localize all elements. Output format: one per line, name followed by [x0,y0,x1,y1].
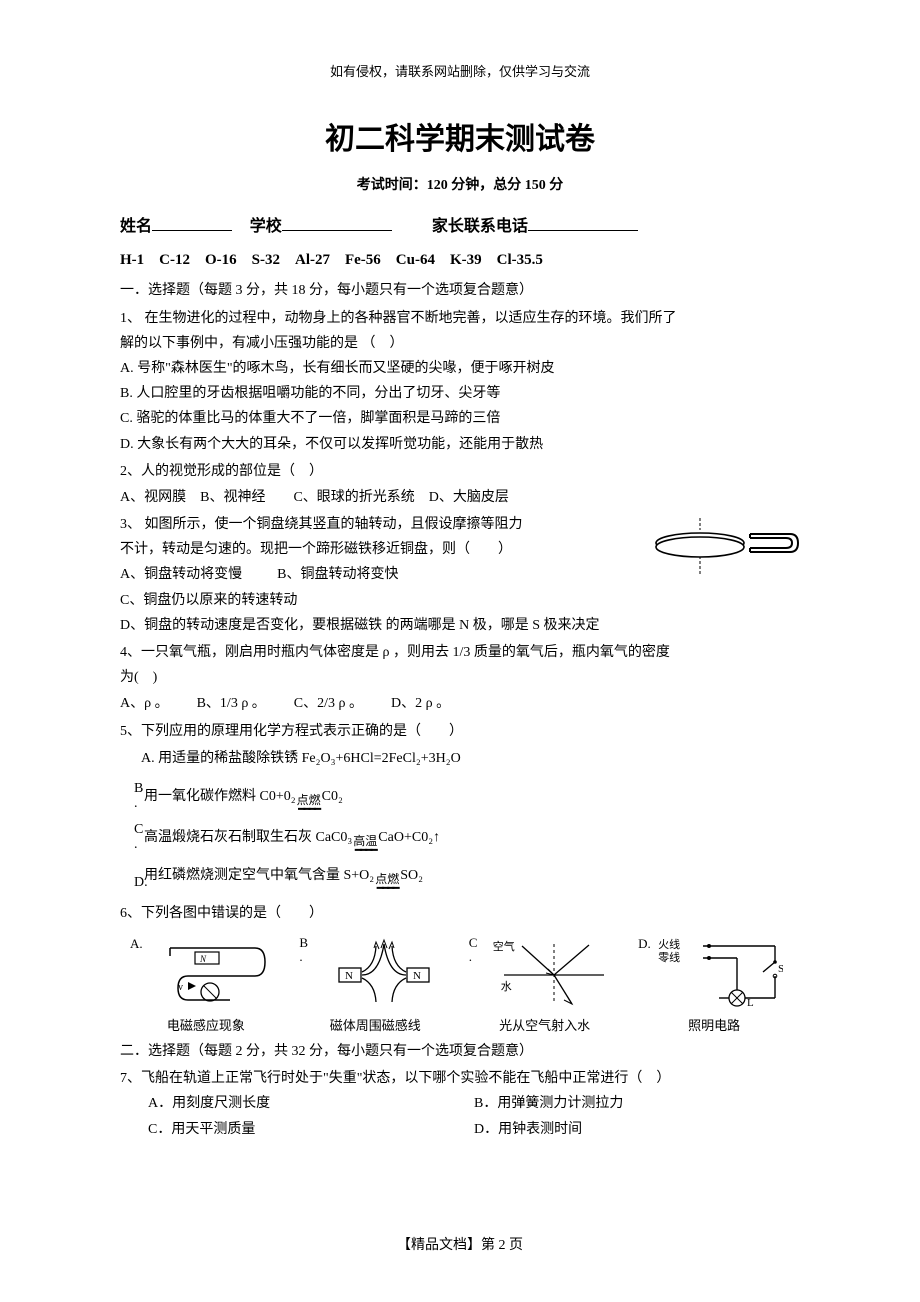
section-1-heading: 一．选择题（每题 3 分，共 18 分，每小题只有一个选项复合题意） [120,278,800,303]
q5-opt-c: C . 高温煅烧石灰石制取生石灰 CaC0₃高温━━━━CaO+C0₂↑ [120,822,800,853]
svg-text:N: N [413,970,421,982]
page-title: 初二科学期末测试卷 [120,113,800,167]
q1-opt-a: A. 号称"森林医生"的啄木鸟，长有细长而又坚硬的尖喙，便于啄开树皮 [120,356,800,381]
question-5: 5、下列应用的原理用化学方程式表示正确的是（ ） A. 用适量的稀盐酸除铁锈 F… [120,719,800,891]
q3-opt-c: C、铜盘仍以原来的转速转动 [120,588,800,613]
svg-text:N: N [199,954,207,964]
q6-a-diagram: N v [148,936,282,1008]
q5-d-post: SO₂ [400,868,423,883]
q5-a-label: A. [141,751,155,766]
q2-options: A、视网膜 B、视神经 C、眼球的折光系统 D、大脑皮层 [120,485,800,510]
q6-fig-b: B . N N [299,936,451,1037]
q6-d-label: D. [638,936,656,952]
q6-stem: 6、下列各图中错误的是（ ） [120,901,800,926]
q1-opt-d: D. 大象长有两个大大的耳朵，不仅可以发挥听觉功能，还能用于散热 [120,432,800,457]
q7-opt-d: D．用钟表测时间 [474,1117,800,1142]
question-2: 2、人的视觉形成的部位是（ ） A、视网膜 B、视神经 C、眼球的折光系统 D、… [120,459,800,510]
q1-opt-c: C. 骆驼的体重比马的体重大不了一倍，脚掌面积是马蹄的三倍 [120,406,800,431]
q6-b-caption: 磁体周围磁感线 [330,1014,421,1037]
question-4: 4、一只氧气瓶，刚启用时瓶内气体密度是 ρ ，则用去 1/3 质量的氧气后，瓶内… [120,640,800,717]
q7-options: A．用刻度尺测长度 B．用弹簧测力计测拉力 C．用天平测质量 D．用钟表测时间 [120,1091,800,1141]
q5-stem: 5、下列应用的原理用化学方程式表示正确的是（ ） [120,719,800,744]
q1-stem-2: 解的以下事例中，有减小压强功能的是 （ ） [120,331,800,356]
section-2-heading: 二．选择题（每题 2 分，共 32 分，每小题只有一个选项复合题意） [120,1039,800,1064]
q5-d-pre: 用红磷燃烧测定空气中氧气含量 S+O₂ [144,868,374,883]
question-1: 1、 在生物进化的过程中，动物身上的各种器官不断地完善，以适应生存的环境。我们所… [120,306,800,457]
svg-text:S: S [778,963,783,975]
q5-b-post: C0₂ [322,789,343,804]
q6-d-neutral-label: 零线 [658,949,680,969]
q6-c-air-label: 空气 [493,938,515,958]
q5-c-arrow: 高温━━━━ [353,835,377,853]
q5-b-arrow: 点燃━━━━ [297,794,321,812]
q6-b-diagram: N N [317,936,451,1008]
q7-opt-c: C．用天平测质量 [148,1117,474,1142]
q1-stem-1: 1、 在生物进化的过程中，动物身上的各种器官不断地完善，以适应生存的环境。我们所… [120,306,800,331]
header-note: 如有侵权，请联系网站删除，仅供学习与交流 [120,60,800,83]
question-7: 7、飞船在轨道上正常飞行时处于"失重"状态，以下哪个实验不能在飞船中正常进行（ … [120,1066,800,1142]
q3-figure [650,516,800,576]
q2-stem: 2、人的视觉形成的部位是（ ） [120,459,800,484]
q5-b-body: 用一氧化碳作燃料 C0+0₂点燃━━━━C0₂ [144,784,800,812]
q5-opt-d: D. 用红磷燃烧测定空气中氧气含量 S+O₂点燃━━━━SO₂ [120,863,800,891]
q5-d-body: 用红磷燃烧测定空气中氧气含量 S+O₂点燃━━━━SO₂ [144,863,800,891]
q3-opt-a: A、铜盘转动将变慢 [120,567,242,582]
school-blank [282,215,392,231]
q5-b-pre: 用一氧化碳作燃料 C0+0₂ [144,789,296,804]
svg-text:L: L [747,997,754,1008]
q5-opt-b: B . 用一氧化碳作燃料 C0+0₂点燃━━━━C0₂ [120,781,800,812]
q1-opt-b: B. 人口腔里的牙齿根据咀嚼功能的不同，分出了切牙、尖牙等 [120,381,800,406]
q5-d-label: D. [120,875,144,890]
exam-subtitle: 考试时间：120 分钟，总分 150 分 [120,173,800,198]
q6-fig-d: D. S [638,936,790,1037]
name-label: 姓名 [120,218,152,235]
q6-c-water-label: 水 [501,978,512,998]
svg-text:v: v [178,982,183,993]
q4-options: A、ρ 。 B、1/3 ρ 。 C、2/3 ρ 。 D、2 ρ 。 [120,691,800,716]
q6-a-label: A. [130,936,148,952]
q6-d-caption: 照明电路 [688,1014,740,1037]
question-3: 3、 如图所示，使一个铜盘绕其竖直的轴转动，且假设摩擦等阻力 不计，转动是匀速的… [120,512,800,638]
page-footer: 【精品文档】第 2 页 [0,1233,920,1258]
q7-opt-b: B．用弹簧测力计测拉力 [474,1091,800,1116]
name-blank [152,215,232,231]
q6-c-label: C . [469,936,487,965]
question-6: 6、下列各图中错误的是（ ） A. N v [120,901,800,1038]
phone-blank [528,215,638,231]
q5-a-text: 用适量的稀盐酸除铁锈 Fe₂O₃+6HCl=2FeCl₂+3H₂O [158,751,461,766]
q5-opt-a: A. 用适量的稀盐酸除铁锈 Fe₂O₃+6HCl=2FeCl₂+3H₂O [120,746,800,771]
school-label: 学校 [250,218,282,235]
q6-a-caption: 电磁感应现象 [167,1014,245,1037]
q6-d-diagram: S L 火线 零线 [656,936,790,1008]
q3-opt-b: B、铜盘转动将变快 [277,567,398,582]
q7-opt-a: A．用刻度尺测长度 [148,1091,474,1116]
q4-stem-2: 为( ) [120,665,800,690]
q5-c-label: C . [120,822,144,853]
q7-stem: 7、飞船在轨道上正常飞行时处于"失重"状态，以下哪个实验不能在飞船中正常进行（ … [120,1066,800,1091]
q5-d-arrow: 点燃━━━━ [375,873,399,891]
q6-b-label: B . [299,936,317,965]
q6-c-caption: 光从空气射入水 [499,1014,590,1037]
atomic-masses: H-1 C-12 O-16 S-32 Al-27 Fe-56 Cu-64 K-3… [120,247,800,274]
q4-stem-1: 4、一只氧气瓶，刚启用时瓶内气体密度是 ρ ，则用去 1/3 质量的氧气后，瓶内… [120,640,800,665]
q6-c-diagram: 空气 水 [487,936,621,1008]
q6-figures: A. N v 电磁感应现象 [120,936,800,1037]
svg-text:N: N [345,970,353,982]
q5-c-pre: 高温煅烧石灰石制取生石灰 CaC0₃ [144,830,352,845]
q5-b-label: B . [120,781,144,812]
q3-opt-d: D、铜盘的转动速度是否变化，要根据磁铁 的两端哪是 N 极，哪是 S 极来决定 [120,613,800,638]
q5-c-body: 高温煅烧石灰石制取生石灰 CaC0₃高温━━━━CaO+C0₂↑ [144,825,800,853]
q5-c-post: CaO+C0₂↑ [378,830,440,845]
q6-fig-c: C . 空气 水 光从空气射入水 [469,936,621,1037]
q6-fig-a: A. N v 电磁感应现象 [130,936,282,1037]
phone-label: 家长联系电话 [432,218,528,235]
student-info-line: 姓名 学校 家长联系电话 [120,213,800,242]
